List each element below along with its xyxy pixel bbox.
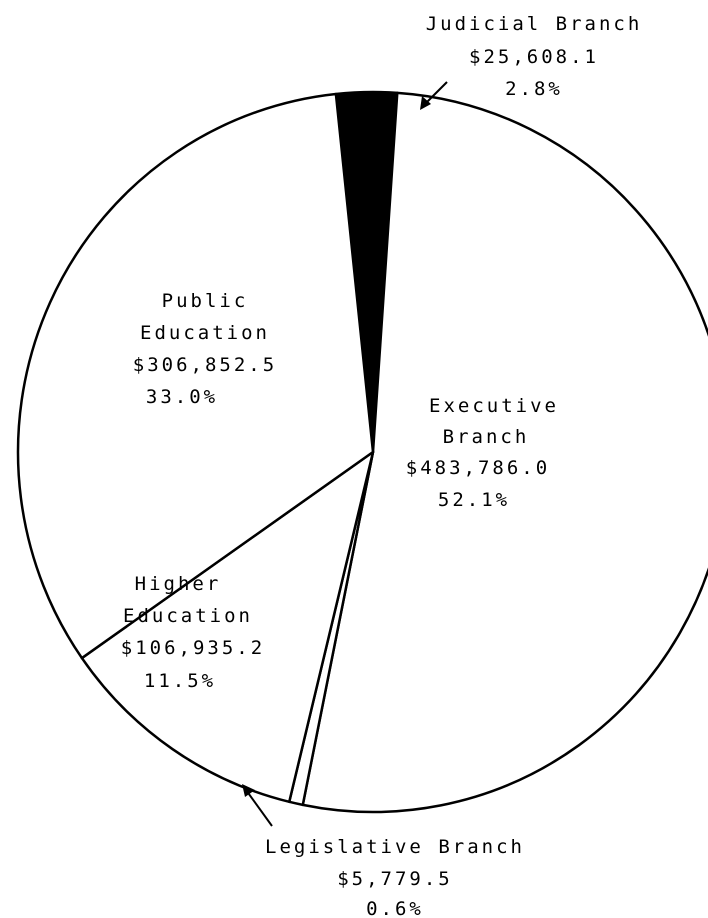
- label-public-line1: Public: [162, 290, 249, 312]
- label-public-amount: $306,852.5: [133, 354, 277, 376]
- label-judicial: Judicial Branch $25,608.1 2.8%: [426, 13, 643, 100]
- label-higher-percent: 11.5%: [144, 670, 216, 692]
- label-legislative-percent: 0.6%: [366, 898, 424, 918]
- label-executive-amount: $483,786.0: [406, 457, 550, 479]
- arrow-legislative: [242, 784, 273, 827]
- label-judicial-name: Judicial Branch: [426, 13, 643, 35]
- label-legislative-amount: $5,779.5: [337, 868, 453, 890]
- label-public-education: Public Education $306,852.5 33.0%: [133, 290, 277, 408]
- pie-slice-executive-branch: [301, 91, 708, 814]
- label-legislative-name: Legislative Branch: [265, 836, 525, 858]
- label-legislative-branch: Legislative Branch $5,779.5 0.6%: [265, 836, 525, 918]
- pie-slices: [16, 90, 708, 814]
- label-higher-line1: Higher: [135, 573, 222, 595]
- label-higher-amount: $106,935.2: [121, 637, 265, 659]
- label-higher-education: Higher Education $106,935.2 11.5%: [121, 573, 265, 692]
- label-public-line2: Education: [140, 322, 270, 344]
- label-executive-line1: Executive: [429, 395, 559, 417]
- arrow-judicial: [420, 81, 448, 110]
- label-executive-branch: Executive Branch $483,786.0 52.1%: [406, 395, 559, 511]
- pie-slice-higher-education: [80, 450, 375, 804]
- label-executive-line2: Branch: [443, 426, 530, 448]
- label-judicial-percent: 2.8%: [505, 78, 563, 100]
- label-executive-percent: 52.1%: [438, 489, 510, 511]
- label-judicial-amount: $25,608.1: [469, 46, 599, 68]
- label-higher-line2: Education: [123, 605, 253, 627]
- pie-slice-public-education: [16, 92, 375, 660]
- label-public-percent: 33.0%: [146, 386, 218, 408]
